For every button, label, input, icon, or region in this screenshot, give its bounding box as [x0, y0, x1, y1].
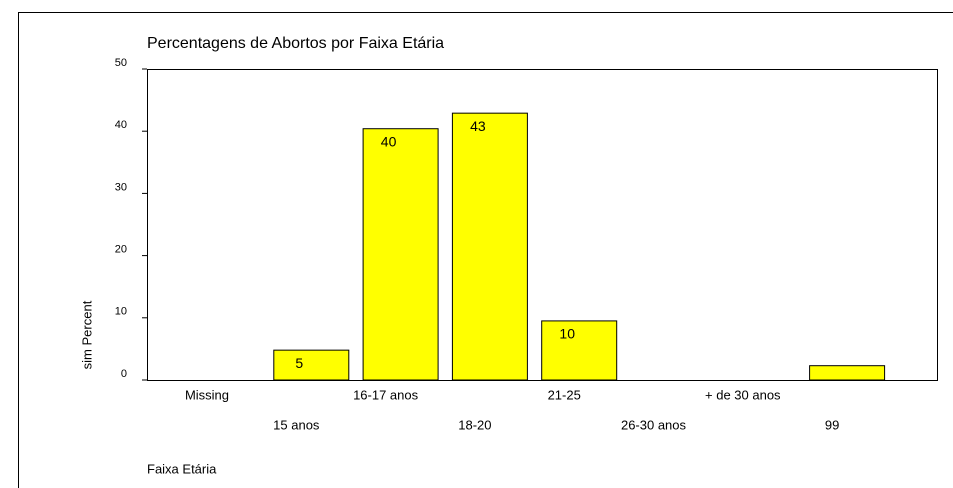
y-tick-label: 50 [115, 57, 127, 69]
x-tick-label: 99 [825, 417, 839, 432]
bar [541, 320, 618, 381]
x-tick-label: + de 30 anos [705, 387, 781, 402]
y-axis-label: sim Percent [79, 300, 94, 369]
bar [362, 128, 439, 381]
x-axis-label: Faixa Etária [147, 461, 217, 476]
data-label: 10 [559, 326, 575, 342]
y-tick-label: 30 [115, 181, 127, 193]
y-tick-label: 40 [115, 119, 127, 131]
x-tick-label: 21-25 [548, 387, 581, 402]
y-tick-label: 20 [115, 244, 127, 256]
x-tick-label: Missing [185, 387, 229, 402]
y-tick-label: 0 [121, 368, 127, 380]
bar [273, 349, 350, 381]
x-tick-label: 26-30 anos [621, 417, 687, 432]
y-tick-label: 10 [115, 306, 127, 318]
x-tick-label: 18-20 [458, 417, 491, 432]
data-label: 43 [470, 118, 486, 134]
bar [809, 365, 886, 381]
data-label: 5 [295, 355, 303, 371]
bar [451, 112, 528, 381]
x-tick-label: 16-17 anos [353, 387, 419, 402]
x-tick-label: 15 anos [273, 417, 320, 432]
data-label: 40 [381, 133, 397, 149]
chart-title: Percentagens de Abortos por Faixa Etária [147, 35, 444, 52]
